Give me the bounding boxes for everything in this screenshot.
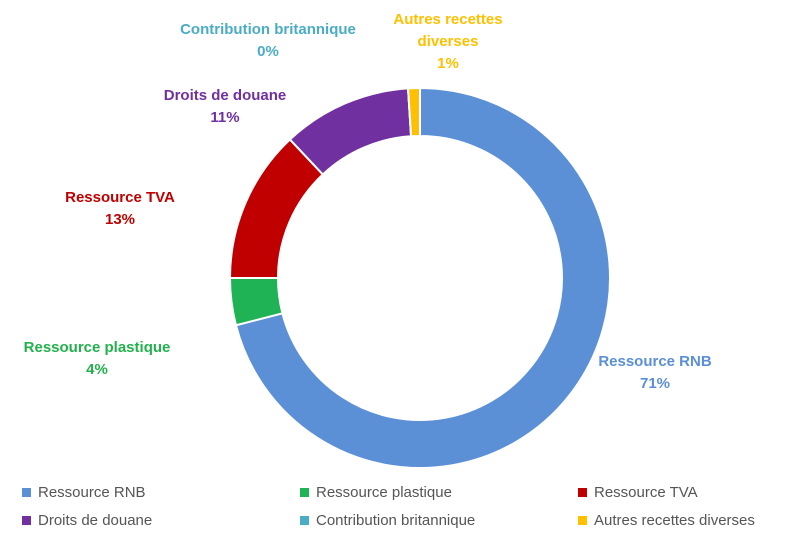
data-label-name: Autres recettes diverses bbox=[393, 11, 503, 50]
legend-label: Ressource RNB bbox=[38, 484, 146, 501]
data-label: Ressource RNB 71% bbox=[555, 351, 755, 395]
legend-swatch bbox=[578, 516, 587, 525]
data-label-value: 4% bbox=[86, 361, 108, 378]
donut-segment bbox=[407, 86, 421, 138]
data-label-name: Droits de douane bbox=[163, 87, 287, 104]
data-label-name: Ressource plastique bbox=[23, 339, 171, 356]
legend-item: Droits de douane bbox=[22, 512, 152, 529]
legend-swatch bbox=[578, 488, 587, 497]
data-label-name: Contribution britannique bbox=[180, 21, 356, 38]
legend-label: Ressource TVA bbox=[594, 484, 698, 501]
data-label-value: 1% bbox=[437, 55, 459, 72]
data-label-name: Ressource RNB bbox=[598, 353, 712, 370]
legend-label: Droits de douane bbox=[38, 512, 153, 529]
legend-item: Contribution britannique bbox=[300, 512, 475, 529]
legend-label: Contribution britannique bbox=[316, 512, 476, 529]
legend-item: Ressource plastique bbox=[300, 484, 452, 501]
data-label: Ressource plastique 4% bbox=[0, 337, 197, 381]
data-label-value: 71% bbox=[639, 375, 671, 392]
data-label: Ressource TVA 13% bbox=[20, 187, 220, 231]
legend-label: Ressource plastique bbox=[316, 484, 452, 501]
legend-item: Autres recettes diverses bbox=[578, 512, 755, 529]
legend-label: Autres recettes diverses bbox=[594, 512, 755, 529]
legend-item: Ressource TVA bbox=[578, 484, 698, 501]
legend-swatch bbox=[22, 516, 31, 525]
data-label-value: 13% bbox=[104, 211, 136, 228]
legend-swatch bbox=[300, 516, 309, 525]
legend-swatch bbox=[300, 488, 309, 497]
donut-segment bbox=[234, 86, 611, 469]
data-label-value: 11% bbox=[210, 109, 240, 126]
data-label-name: Ressource TVA bbox=[65, 189, 175, 206]
data-label: Droits de douane 11% bbox=[125, 85, 325, 129]
legend-item: Ressource RNB bbox=[22, 484, 146, 501]
data-label: Contribution britannique 0% bbox=[158, 19, 378, 63]
legend-swatch bbox=[22, 488, 31, 497]
data-label-value: 0% bbox=[257, 43, 279, 60]
data-label: Autres recettes diverses 1% bbox=[388, 9, 508, 75]
